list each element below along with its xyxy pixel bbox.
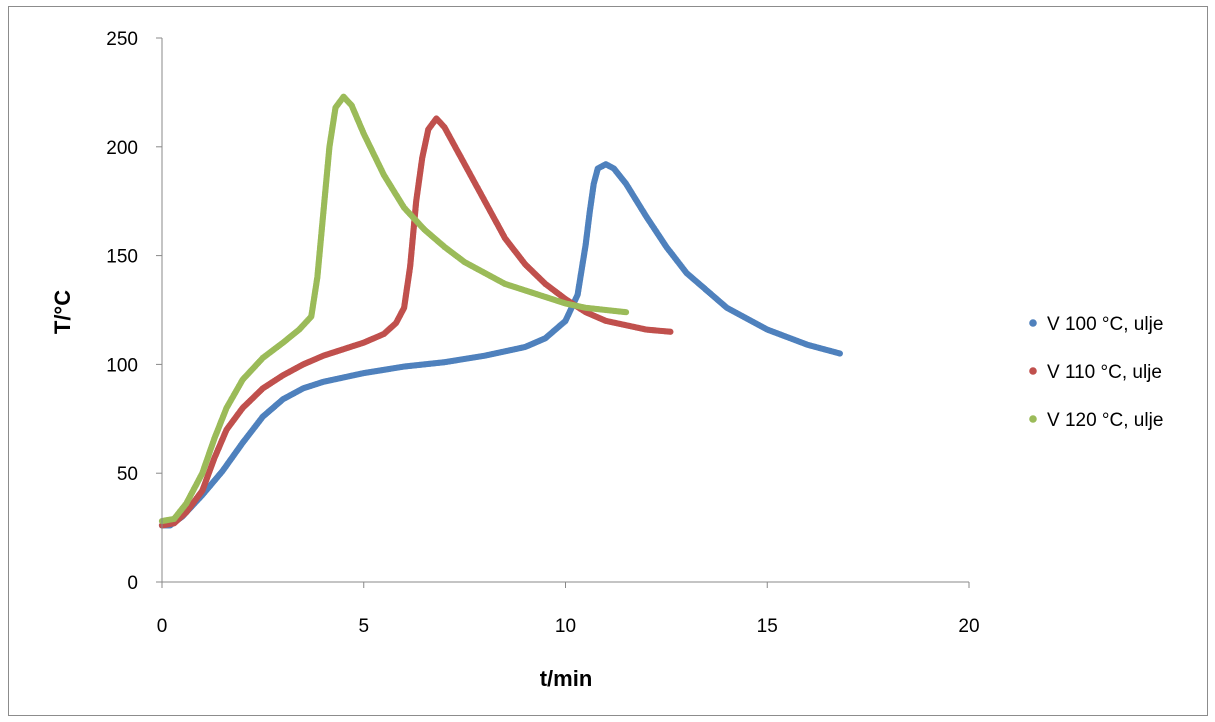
legend-label: V 100 °C, ulje	[1047, 314, 1163, 335]
data-point	[836, 350, 843, 357]
legend: V 100 °C, ulje V 110 °C, ulje V 120 °C, ul…	[1029, 314, 1163, 431]
y-tick-label: 50	[117, 464, 138, 485]
chart-frame	[8, 6, 1208, 716]
y-axis-title: T/°C	[50, 290, 75, 334]
legend-entry-1: V 100 °C, ulje	[1029, 314, 1163, 335]
x-tick-label: 20	[958, 616, 979, 637]
legend-marker	[1029, 415, 1037, 423]
legend-entry-3: V 120 °C, ulje	[1029, 410, 1163, 431]
y-tick-label: 100	[106, 355, 138, 376]
data-point	[667, 328, 674, 335]
series-2	[158, 115, 674, 529]
y-tick-label: 0	[127, 573, 138, 594]
x-tick-label: 15	[757, 616, 778, 637]
legend-marker	[1029, 367, 1037, 375]
legend-entry-2: V 110 °C, ulje	[1029, 362, 1162, 383]
y-tick-label: 200	[106, 138, 138, 159]
data-point	[622, 309, 630, 316]
x-axis-title: t/min	[540, 666, 593, 691]
x-tick-label: 5	[358, 616, 369, 637]
axes: 0 50 100 150 200 250 0 5 10 15 20	[106, 29, 979, 637]
plot-area	[158, 93, 843, 529]
legend-marker	[1029, 319, 1037, 327]
x-tick-label: 0	[157, 616, 168, 637]
series-3	[158, 93, 630, 525]
legend-label: V 110 °C, ulje	[1047, 362, 1162, 383]
legend-label: V 120 °C, ulje	[1047, 410, 1163, 431]
x-tick-label: 10	[555, 616, 576, 637]
series-1	[158, 161, 843, 529]
y-tick-label: 250	[106, 29, 138, 50]
y-tick-label: 150	[106, 247, 138, 268]
